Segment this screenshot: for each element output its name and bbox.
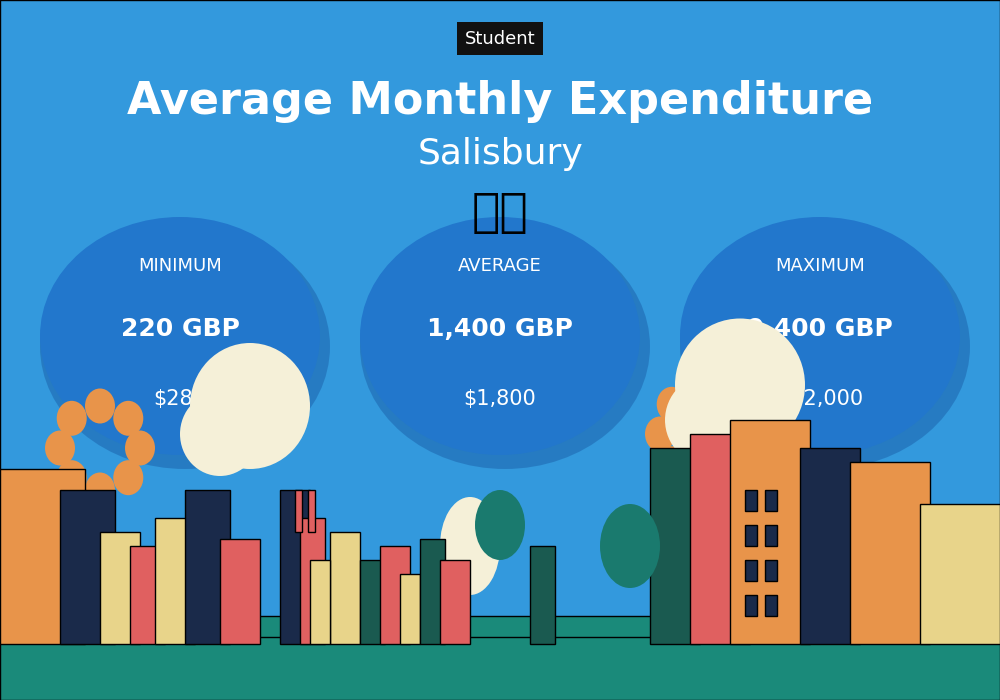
Text: $280: $280 (154, 389, 206, 409)
FancyBboxPatch shape (220, 539, 260, 644)
FancyBboxPatch shape (440, 560, 470, 644)
Text: $12,000: $12,000 (777, 389, 863, 409)
FancyBboxPatch shape (920, 504, 1000, 644)
Ellipse shape (180, 392, 260, 476)
FancyBboxPatch shape (130, 546, 165, 644)
FancyBboxPatch shape (650, 448, 700, 644)
Ellipse shape (665, 374, 755, 466)
FancyBboxPatch shape (745, 525, 757, 546)
FancyBboxPatch shape (765, 595, 777, 616)
FancyBboxPatch shape (0, 616, 1000, 700)
Ellipse shape (713, 446, 743, 481)
Ellipse shape (45, 430, 75, 466)
Text: AVERAGE: AVERAGE (458, 257, 542, 275)
Ellipse shape (713, 387, 743, 422)
Text: Salisbury: Salisbury (417, 137, 583, 171)
Ellipse shape (675, 318, 805, 452)
Text: 1,400 GBP: 1,400 GBP (427, 317, 573, 341)
FancyBboxPatch shape (0, 637, 1000, 700)
Text: MINIMUM: MINIMUM (138, 257, 222, 275)
FancyBboxPatch shape (280, 490, 310, 644)
FancyBboxPatch shape (850, 462, 930, 644)
FancyBboxPatch shape (310, 560, 330, 644)
Ellipse shape (645, 416, 675, 452)
Text: $1,800: $1,800 (464, 389, 536, 409)
FancyBboxPatch shape (400, 574, 420, 644)
Ellipse shape (360, 224, 650, 469)
FancyBboxPatch shape (100, 532, 140, 644)
Ellipse shape (57, 401, 87, 436)
Ellipse shape (85, 473, 115, 508)
FancyBboxPatch shape (420, 539, 445, 644)
FancyBboxPatch shape (765, 525, 777, 546)
Ellipse shape (657, 387, 687, 422)
FancyBboxPatch shape (330, 532, 360, 644)
Text: Student: Student (465, 29, 535, 48)
FancyBboxPatch shape (765, 560, 777, 581)
Text: 220 GBP: 220 GBP (121, 317, 239, 341)
FancyBboxPatch shape (380, 546, 410, 644)
Ellipse shape (125, 430, 155, 466)
FancyBboxPatch shape (60, 490, 115, 644)
Ellipse shape (40, 224, 330, 469)
Ellipse shape (440, 497, 500, 595)
Text: 9,400 GBP: 9,400 GBP (747, 317, 893, 341)
Text: Average Monthly Expenditure: Average Monthly Expenditure (127, 80, 873, 123)
Ellipse shape (113, 460, 143, 495)
Ellipse shape (680, 217, 960, 455)
Text: MAXIMUM: MAXIMUM (775, 257, 865, 275)
Ellipse shape (600, 504, 660, 588)
FancyBboxPatch shape (360, 560, 385, 644)
Ellipse shape (657, 446, 687, 481)
Ellipse shape (57, 460, 87, 495)
Ellipse shape (360, 217, 640, 455)
FancyBboxPatch shape (765, 490, 777, 511)
FancyBboxPatch shape (690, 434, 750, 644)
FancyBboxPatch shape (745, 560, 757, 581)
Ellipse shape (680, 224, 970, 469)
Ellipse shape (85, 389, 115, 424)
Ellipse shape (685, 374, 715, 409)
Ellipse shape (725, 416, 755, 452)
FancyBboxPatch shape (185, 490, 230, 644)
FancyBboxPatch shape (300, 518, 325, 644)
Ellipse shape (40, 217, 320, 455)
Text: 🇬🇧: 🇬🇧 (472, 191, 528, 236)
FancyBboxPatch shape (295, 490, 302, 532)
Ellipse shape (475, 490, 525, 560)
Ellipse shape (190, 343, 310, 469)
FancyBboxPatch shape (0, 469, 85, 644)
Ellipse shape (113, 401, 143, 436)
FancyBboxPatch shape (155, 518, 195, 644)
FancyBboxPatch shape (745, 595, 757, 616)
FancyBboxPatch shape (530, 546, 555, 644)
FancyBboxPatch shape (800, 448, 860, 644)
FancyBboxPatch shape (730, 420, 810, 644)
FancyBboxPatch shape (308, 490, 315, 532)
Ellipse shape (685, 458, 715, 493)
FancyBboxPatch shape (745, 490, 757, 511)
